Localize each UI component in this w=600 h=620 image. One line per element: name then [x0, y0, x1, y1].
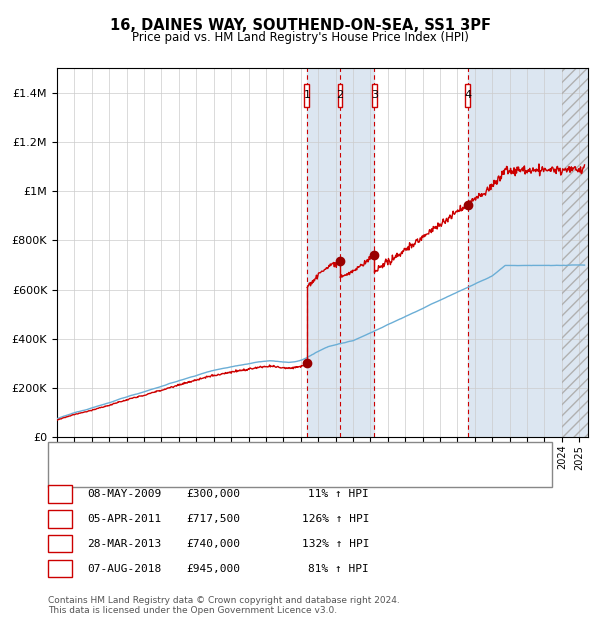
- Text: 81% ↑ HPI: 81% ↑ HPI: [308, 564, 369, 574]
- Text: £300,000: £300,000: [186, 489, 240, 499]
- Text: 1: 1: [56, 488, 64, 500]
- Text: £945,000: £945,000: [186, 564, 240, 574]
- Text: £717,500: £717,500: [186, 514, 240, 524]
- Text: 16, DAINES WAY, SOUTHEND-ON-SEA, SS1 3PF: 16, DAINES WAY, SOUTHEND-ON-SEA, SS1 3PF: [110, 18, 491, 33]
- Text: 2: 2: [337, 91, 344, 100]
- Text: £740,000: £740,000: [186, 539, 240, 549]
- Text: 132% ↑ HPI: 132% ↑ HPI: [302, 539, 369, 549]
- Text: 126% ↑ HPI: 126% ↑ HPI: [302, 514, 369, 524]
- Text: 4: 4: [56, 562, 64, 575]
- FancyBboxPatch shape: [372, 84, 377, 107]
- Text: Price paid vs. HM Land Registry's House Price Index (HPI): Price paid vs. HM Land Registry's House …: [131, 31, 469, 44]
- Text: 16, DAINES WAY, SOUTHEND-ON-SEA, SS1 3PF (detached house): 16, DAINES WAY, SOUTHEND-ON-SEA, SS1 3PF…: [87, 450, 424, 459]
- Text: 3: 3: [371, 91, 378, 100]
- Text: 4: 4: [464, 91, 471, 100]
- Text: 11% ↑ HPI: 11% ↑ HPI: [308, 489, 369, 499]
- Text: Contains HM Land Registry data © Crown copyright and database right 2024.
This d: Contains HM Land Registry data © Crown c…: [48, 596, 400, 615]
- FancyBboxPatch shape: [338, 84, 343, 107]
- Text: 08-MAY-2009: 08-MAY-2009: [87, 489, 161, 499]
- Text: 3: 3: [56, 538, 64, 550]
- Text: 1: 1: [304, 91, 310, 100]
- Bar: [307, 68, 374, 437]
- Text: HPI: Average price, detached house, Southend-on-Sea: HPI: Average price, detached house, Sout…: [87, 469, 370, 479]
- Text: 05-APR-2011: 05-APR-2011: [87, 514, 161, 524]
- Text: 07-AUG-2018: 07-AUG-2018: [87, 564, 161, 574]
- Bar: [467, 68, 588, 437]
- Bar: [562, 68, 590, 437]
- Text: 28-MAR-2013: 28-MAR-2013: [87, 539, 161, 549]
- FancyBboxPatch shape: [465, 84, 470, 107]
- FancyBboxPatch shape: [304, 84, 310, 107]
- Text: 2: 2: [56, 513, 64, 525]
